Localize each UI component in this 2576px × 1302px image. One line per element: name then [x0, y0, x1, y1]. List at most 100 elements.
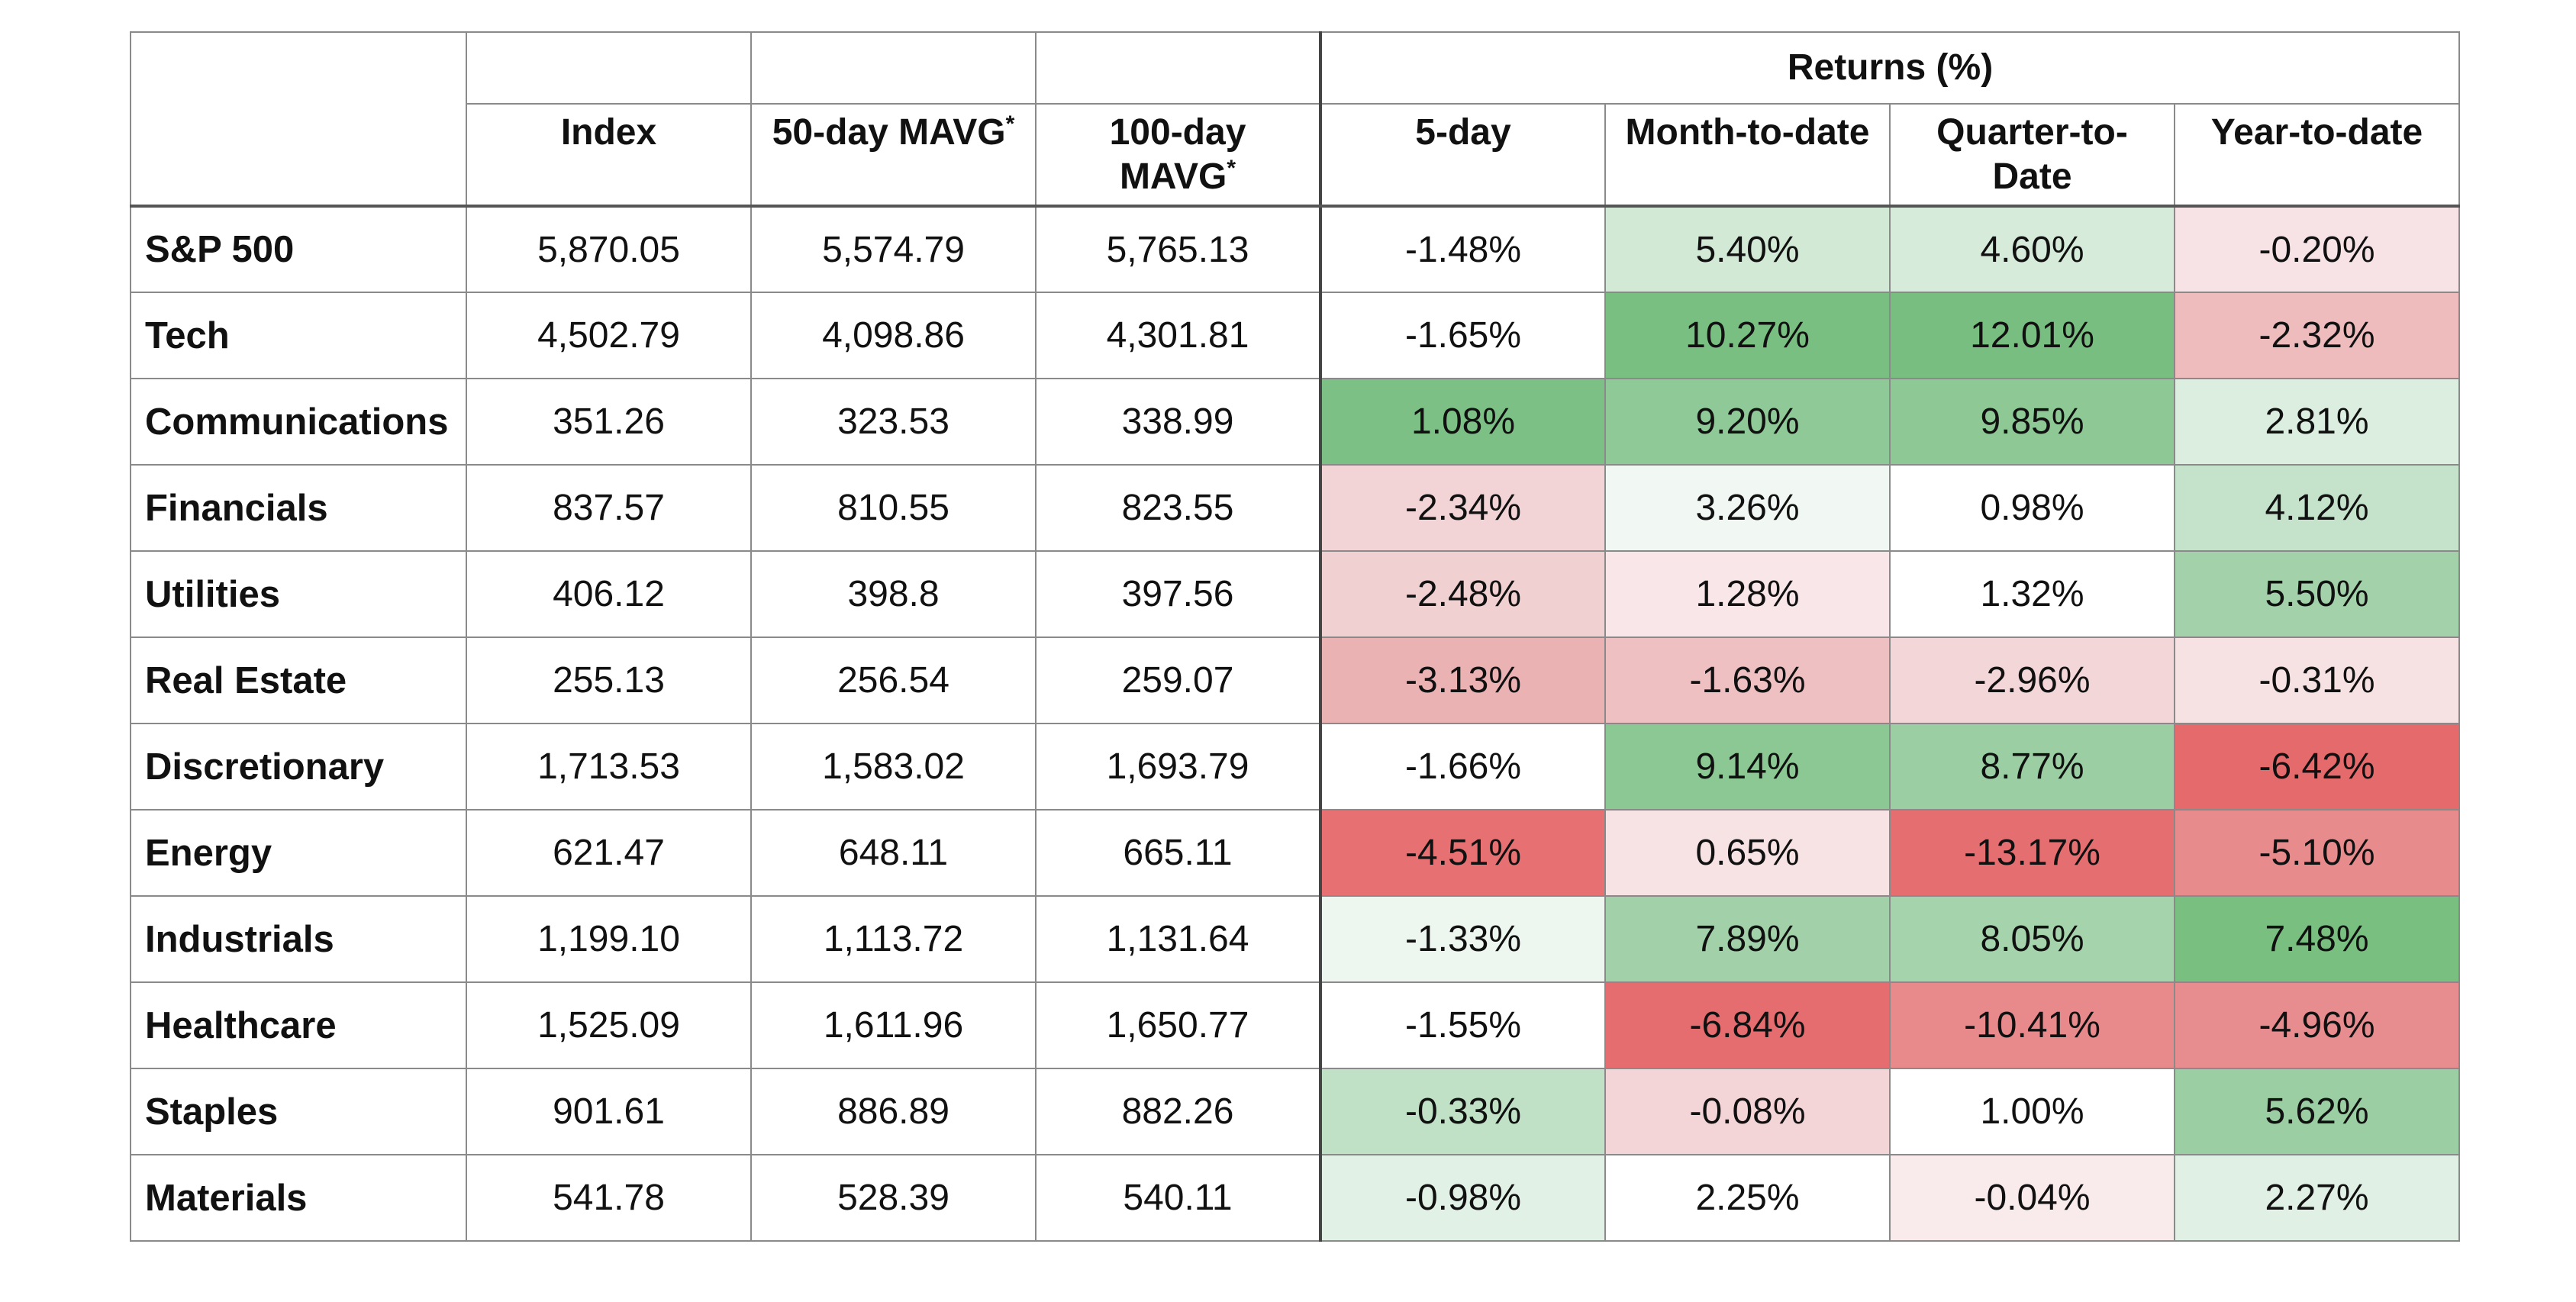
- ytd-cell: -0.31%: [2174, 636, 2460, 724]
- mavg100-footnote-mark: *: [1227, 156, 1236, 181]
- ytd-cell: -5.10%: [2174, 809, 2460, 897]
- mavg50-cell: 810.55: [750, 464, 1037, 552]
- mavg100-header-label-line1: 100-day: [1109, 112, 1246, 153]
- mtd-cell: -6.84%: [1604, 981, 1891, 1069]
- mtd-cell: 9.14%: [1604, 723, 1891, 811]
- index-cell: 1,713.53: [466, 723, 752, 811]
- qtd-cell: 12.01%: [1889, 292, 2175, 379]
- mavg50-cell: 323.53: [750, 378, 1037, 466]
- table-body: S&P 500 5,870.05 5,574.79 5,765.13 -1.48…: [130, 205, 2460, 1242]
- mavg100-column-header: 100-day MAVG*: [1035, 103, 1321, 208]
- index-cell: 837.57: [466, 464, 752, 552]
- mtd-cell: -1.63%: [1604, 636, 1891, 724]
- mavg100-cell: 338.99: [1035, 378, 1321, 466]
- mavg100-cell: 259.07: [1035, 636, 1321, 724]
- mtd-cell: -0.08%: [1604, 1068, 1891, 1155]
- mtd-cell: 5.40%: [1604, 205, 1891, 293]
- mtd-cell: 7.89%: [1604, 895, 1891, 983]
- group-header-row: Returns (%): [130, 31, 2460, 208]
- ytd-cell: -6.42%: [2174, 723, 2460, 811]
- r5-cell: -0.33%: [1319, 1068, 1606, 1155]
- ytd-cell: 7.48%: [2174, 895, 2460, 983]
- row-label: Communications: [130, 378, 467, 466]
- table-row: Materials 541.78 528.39 540.11 -0.98% 2.…: [130, 1154, 2460, 1242]
- ytd-cell: 2.81%: [2174, 378, 2460, 466]
- mavg50-cell: 256.54: [750, 636, 1037, 724]
- qtd-header-label-line2: Date: [1992, 156, 2072, 197]
- index-cell: 901.61: [466, 1068, 752, 1155]
- ytd-cell: -0.20%: [2174, 205, 2460, 293]
- mtd-cell: 2.25%: [1604, 1154, 1891, 1242]
- mtd-cell: 10.27%: [1604, 292, 1891, 379]
- qtd-cell: 1.00%: [1889, 1068, 2175, 1155]
- ytd-cell: 4.12%: [2174, 464, 2460, 552]
- table-row: Real Estate 255.13 256.54 259.07 -3.13% …: [130, 636, 2460, 724]
- table-row: S&P 500 5,870.05 5,574.79 5,765.13 -1.48…: [130, 205, 2460, 293]
- table-row: Communications 351.26 323.53 338.99 1.08…: [130, 378, 2460, 466]
- mtd-cell: 0.65%: [1604, 809, 1891, 897]
- row-label: Energy: [130, 809, 467, 897]
- r5-cell: 1.08%: [1319, 378, 1606, 466]
- table-row: Tech 4,502.79 4,098.86 4,301.81 -1.65% 1…: [130, 292, 2460, 379]
- row-label: Tech: [130, 292, 467, 379]
- mavg50-cell: 4,098.86: [750, 292, 1037, 379]
- r5-cell: -4.51%: [1319, 809, 1606, 897]
- r5-cell: -1.55%: [1319, 981, 1606, 1069]
- index-cell: 255.13: [466, 636, 752, 724]
- mavg50-cell: 886.89: [750, 1068, 1037, 1155]
- mtd-header-label: Month-to-date: [1625, 112, 1870, 153]
- index-header-top-blank: [466, 31, 752, 105]
- mtd-cell: 3.26%: [1604, 464, 1891, 552]
- mtd-cell: 1.28%: [1604, 550, 1891, 638]
- index-cell: 351.26: [466, 378, 752, 466]
- mavg50-cell: 528.39: [750, 1154, 1037, 1242]
- qtd-cell: 8.77%: [1889, 723, 2175, 811]
- row-label-header: [130, 31, 467, 208]
- table-row: Industrials 1,199.10 1,113.72 1,131.64 -…: [130, 895, 2460, 983]
- qtd-cell: -0.04%: [1889, 1154, 2175, 1242]
- ytd-cell: -2.32%: [2174, 292, 2460, 379]
- index-header-label: Index: [560, 112, 657, 153]
- row-label: Discretionary: [130, 723, 467, 811]
- mtd-column-header: Month-to-date: [1604, 103, 1891, 208]
- qtd-cell: 4.60%: [1889, 205, 2175, 293]
- qtd-cell: 0.98%: [1889, 464, 2175, 552]
- ytd-cell: 5.62%: [2174, 1068, 2460, 1155]
- returns-table-container: Returns (%) Index 50-day MAVG* 100-day MA…: [130, 31, 2460, 1242]
- qtd-header-label-line1: Quarter-to-: [1936, 112, 2128, 153]
- mavg50-cell: 1,113.72: [750, 895, 1037, 983]
- r5-cell: -1.65%: [1319, 292, 1606, 379]
- r5-cell: -2.34%: [1319, 464, 1606, 552]
- r5-cell: -2.48%: [1319, 550, 1606, 638]
- row-label: Financials: [130, 464, 467, 552]
- r5-cell: -1.48%: [1319, 205, 1606, 293]
- table-row: Staples 901.61 886.89 882.26 -0.33% -0.0…: [130, 1068, 2460, 1155]
- r5-column-header: 5-day: [1319, 103, 1606, 208]
- column-header-row: Index 50-day MAVG* 100-day MAVG* 5-day Mo…: [131, 103, 2460, 208]
- qtd-cell: -10.41%: [1889, 981, 2175, 1069]
- mtd-cell: 9.20%: [1604, 378, 1891, 466]
- qtd-cell: -2.96%: [1889, 636, 2175, 724]
- mavg100-header-label-line2: MAVG: [1119, 156, 1227, 197]
- ytd-cell: -4.96%: [2174, 981, 2460, 1069]
- row-label: Materials: [130, 1154, 467, 1242]
- row-label: Industrials: [130, 895, 467, 983]
- mavg50-cell: 1,583.02: [750, 723, 1037, 811]
- mavg100-cell: 1,131.64: [1035, 895, 1321, 983]
- index-cell: 1,199.10: [466, 895, 752, 983]
- qtd-cell: -13.17%: [1889, 809, 2175, 897]
- r5-cell: -0.98%: [1319, 1154, 1606, 1242]
- r5-header-label: 5-day: [1415, 112, 1511, 153]
- table-row: Financials 837.57 810.55 823.55 -2.34% 3…: [130, 464, 2460, 552]
- index-cell: 1,525.09: [466, 981, 752, 1069]
- mavg100-cell: 540.11: [1035, 1154, 1321, 1242]
- row-label: Real Estate: [130, 636, 467, 724]
- index-cell: 5,870.05: [466, 205, 752, 293]
- index-cell: 621.47: [466, 809, 752, 897]
- index-cell: 4,502.79: [466, 292, 752, 379]
- r5-cell: -1.33%: [1319, 895, 1606, 983]
- ytd-cell: 2.27%: [2174, 1154, 2460, 1242]
- mavg100-cell: 882.26: [1035, 1068, 1321, 1155]
- mavg50-cell: 5,574.79: [750, 205, 1037, 293]
- row-label: Healthcare: [130, 981, 467, 1069]
